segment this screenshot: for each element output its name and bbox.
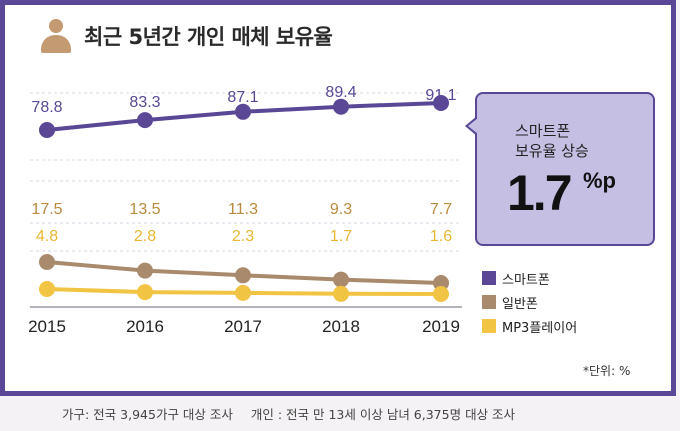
data-label-smartphone-2016: 83.3 [129,94,160,111]
point-smartphone-2018 [333,98,349,115]
point-feature-phone-2016 [137,262,153,279]
point-feature-phone-2015 [39,254,55,270]
data-label-mp3-2015: 4.8 [36,228,58,245]
data-label-mp3-2019: 1.6 [430,228,452,245]
point-mp3-2016 [137,284,153,301]
legend-item-mp3: MP3플레이어 [482,314,577,338]
footer-note: 가구: 전국 3,945가구 대상 조사 개인 : 전국 만 13세 이상 남녀… [62,404,515,423]
data-label-smartphone-2015: 78.8 [31,99,62,116]
point-smartphone-2017 [235,103,251,120]
x-tick-label-2016: 2016 [126,317,164,336]
person-icon [40,17,72,55]
unit-note: *단위: % [583,364,631,378]
data-label-feature-phone-2019: 7.7 [430,201,452,218]
legend: 스마트폰 일반폰 MP3플레이어 [482,266,577,338]
data-label-feature-phone-2016: 13.5 [129,201,160,218]
legend-item-feature-phone: 일반폰 [482,290,577,314]
x-tick-label-2015: 2015 [28,317,66,336]
callout-box: 스마트폰 보유율 상승 1.7 %p [465,92,655,246]
data-label-mp3-2017: 2.3 [232,228,254,245]
legend-label-feature-phone: 일반폰 [502,296,538,312]
callout-line-1: 스마트폰 [515,122,571,140]
point-mp3-2018 [333,285,349,302]
legend-label-smartphone: 스마트폰 [502,272,550,288]
point-smartphone-2015 [39,122,55,138]
x-tick-label-2019: 2019 [422,317,460,336]
callout-unit: %p [583,168,616,193]
data-label-mp3-2018: 1.7 [330,228,352,245]
legend-item-smartphone: 스마트폰 [482,266,577,290]
point-feature-phone-2018 [333,271,349,288]
data-label-smartphone-2019: 91.1 [425,87,456,104]
data-label-smartphone-2017: 87.1 [227,89,258,106]
legend-swatch-smartphone [482,271,496,285]
callout-value: 1.7 [507,165,573,221]
point-mp3-2015 [39,281,55,297]
data-label-smartphone-2018: 89.4 [325,84,356,101]
x-tick-label-2018: 2018 [322,317,360,336]
point-mp3-2019 [433,286,449,302]
data-label-mp3-2016: 2.8 [134,228,156,245]
x-tick-label-2017: 2017 [224,317,262,336]
point-feature-phone-2019 [433,275,449,291]
point-mp3-2017 [235,284,251,301]
legend-swatch-mp3 [482,319,496,333]
legend-label-mp3: MP3플레이어 [502,320,578,336]
data-label-feature-phone-2017: 11.3 [228,201,258,218]
point-smartphone-2016 [137,112,153,129]
chart-title: 최근 5년간 개인 매체 보유율 [84,25,333,49]
footer-individual: 개인 : 전국 만 13세 이상 남녀 6,375명 대상 조사 [250,407,516,422]
data-label-feature-phone-2015: 17.5 [31,201,62,218]
point-smartphone-2019 [433,95,449,111]
point-feature-phone-2017 [235,267,251,284]
title-row: 최근 5년간 개인 매체 보유율 [40,16,333,56]
data-label-feature-phone-2018: 9.3 [330,201,352,218]
footer-household: 가구: 전국 3,945가구 대상 조사 [62,407,233,422]
legend-swatch-feature-phone [482,295,496,309]
callout-line-2: 보유율 상승 [515,142,589,160]
